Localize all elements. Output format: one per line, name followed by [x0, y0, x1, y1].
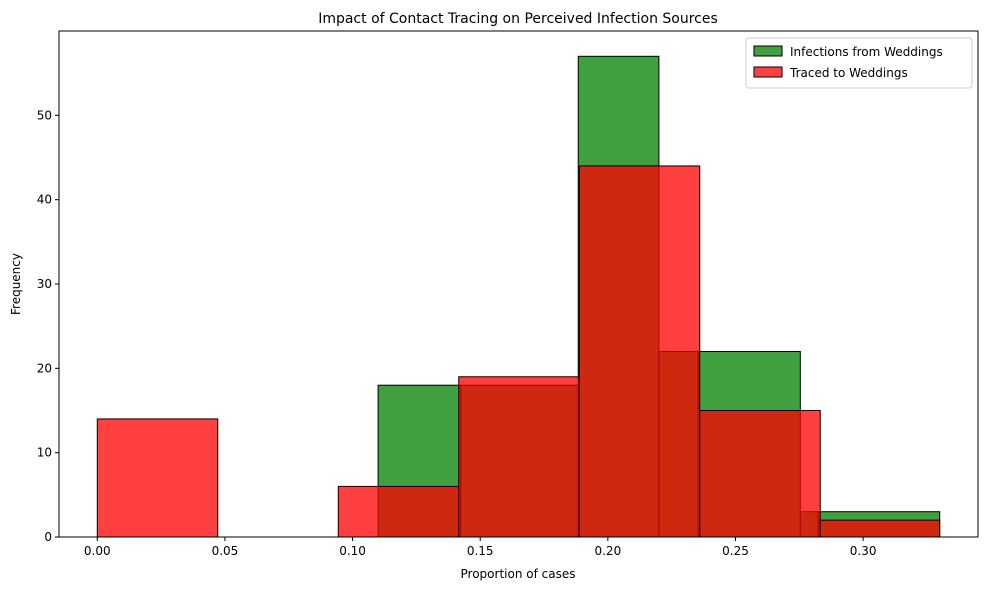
legend-swatch-0: [753, 45, 783, 57]
y-tick-label: 30: [37, 277, 52, 291]
y-tick-label: 50: [37, 108, 52, 122]
x-tick-label: 0.20: [594, 544, 621, 558]
bar-1-6: [819, 519, 941, 538]
bar-1-5: [699, 410, 821, 538]
x-tick-label: 0.30: [850, 544, 877, 558]
bar-1-3: [458, 376, 580, 538]
legend-label-1: Traced to Weddings: [789, 66, 908, 80]
x-tick-label: 0.05: [212, 544, 239, 558]
y-tick-label: 40: [37, 193, 52, 207]
legend: Infections from Weddings Traced to Weddin…: [745, 37, 973, 89]
chart-title: Impact of Contact Tracing on Perceived I…: [318, 11, 718, 27]
bar-1-4: [578, 165, 701, 538]
bars-layer: [96, 55, 941, 538]
y-tick-label: 10: [37, 446, 52, 460]
x-tick-label: 0.10: [339, 544, 366, 558]
y-tick-label: 20: [37, 361, 52, 375]
x-axis-label: Proportion of cases: [461, 567, 576, 581]
legend-label-0: Infections from Weddings: [790, 45, 943, 59]
y-tick-label: 0: [44, 530, 52, 544]
legend-swatch-1: [753, 66, 783, 78]
series-1: [96, 165, 941, 538]
y-axis-label: Frequency: [9, 253, 23, 315]
x-tick-label: 0.00: [84, 544, 111, 558]
x-tick-label: 0.15: [467, 544, 494, 558]
bar-1-2: [337, 485, 460, 538]
bar-1-0: [96, 418, 219, 538]
axes-layer: 0.00 0.05 0.10 0.15 0.20 0.25 0.30 0 10 20 30 40 50: [37, 30, 979, 558]
legend-frame: [745, 37, 973, 89]
x-tick-label: 0.25: [722, 544, 749, 558]
